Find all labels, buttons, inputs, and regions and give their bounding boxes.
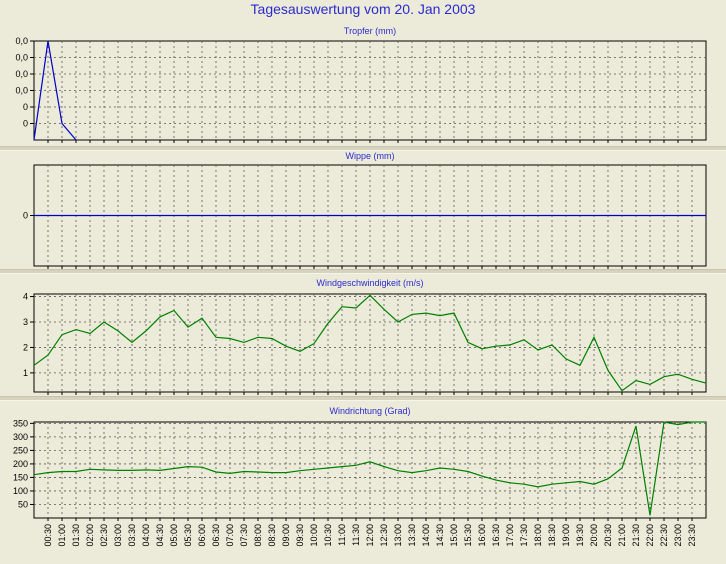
panel-separator [0,396,726,401]
y-tick-label: 200 [13,459,28,469]
x-tick-label: 02:30 [99,524,109,547]
x-tick-label: 16:30 [491,524,501,547]
y-tick-label: 300 [13,432,28,442]
x-tick-label: 20:00 [589,524,599,547]
x-tick-label: 03:00 [113,524,123,547]
x-tick-label: 17:00 [505,524,515,547]
y-tick-label: 0,0 [15,69,28,79]
chart-panel-3: Windgeschwindigkeit (m/s) 4 3 2 1 [23,278,707,395]
chart-title: Wippe (mm) [346,151,395,161]
x-tick-label: 22:30 [659,524,669,547]
chart-panel-2: Wippe (mm) 0 [23,151,707,269]
series-line [33,421,706,516]
x-tick-label: 12:30 [379,524,389,547]
y-tick-label: 1 [23,368,28,378]
x-tick-label: 11:30 [351,524,361,546]
x-tick-label: 13:00 [393,524,403,547]
chart-title: Windrichtung (Grad) [329,406,410,416]
x-tick-label: 01:30 [71,524,81,547]
x-tick-label: 07:30 [239,524,249,547]
y-tick-label: 0,0 [15,36,28,46]
x-tick-label: 04:00 [141,524,151,547]
chart-title: Windgeschwindigkeit (m/s) [316,278,423,288]
x-tick-label: 13:30 [407,524,417,547]
x-tick-label: 00:30 [43,524,53,547]
y-tick-label: 0,0 [15,53,28,63]
series-line [33,294,707,392]
x-tick-label: 14:30 [435,524,445,547]
x-tick-label: 15:00 [449,524,459,547]
x-tick-label: 10:00 [309,524,319,547]
x-tick-label: 18:30 [547,524,557,547]
x-tick-label: 21:30 [631,524,641,547]
x-tick-label: 17:30 [519,524,529,547]
x-tick-label: 09:30 [295,524,305,547]
x-tick-label: 07:00 [225,524,235,547]
x-tick-label: 11:00 [337,524,347,546]
panel-separator [0,269,726,274]
series-line [33,40,77,141]
x-tick-label: 06:00 [197,524,207,547]
page-title: Tagesauswertung vom 20. Jan 2003 [250,1,476,17]
x-tick-label: 09:00 [281,524,291,547]
y-tick-label: 250 [13,445,28,455]
y-tick-label: 0,0 [15,86,28,96]
x-tick-label: 06:30 [211,524,221,547]
x-tick-label: 15:30 [463,524,473,547]
y-tick-label: 350 [13,418,28,428]
x-tick-label: 08:30 [267,524,277,547]
x-tick-label: 10:30 [323,524,333,547]
x-tick-label: 03:30 [127,524,137,547]
x-tick-label: 01:00 [57,524,67,547]
plot-area [33,293,707,393]
y-tick-label: 100 [13,486,28,496]
x-tick-label: 14:00 [421,524,431,547]
x-tick-label: 19:30 [575,524,585,547]
x-tick-label: 05:30 [183,524,193,547]
x-tick-label: 16:00 [477,524,487,547]
y-tick-label: 50 [18,499,28,509]
chart-panel-1: Tropfer (mm) 0,0 0,0 0,0 0,0 0 0 [15,26,707,143]
y-tick-label: 0 [23,102,28,112]
x-tick-label: 20:30 [603,524,613,547]
y-tick-label: 150 [13,472,28,482]
panel-separator [0,146,726,151]
y-tick-label: 2 [23,342,28,352]
y-tick-label: 3 [23,317,28,327]
x-tick-label: 23:30 [687,524,697,547]
x-tick-label: 05:00 [169,524,179,547]
x-tick-label: 23:00 [673,524,683,547]
y-tick-label: 0 [23,119,28,129]
y-tick-label: 0 [23,211,28,221]
x-tick-label: 12:00 [365,524,375,547]
x-tick-label: 04:30 [155,524,165,547]
x-tick-label: 22:00 [645,524,655,547]
x-tick-label: 02:00 [85,524,95,547]
x-tick-label: 18:00 [533,524,543,547]
x-tick-label: 21:00 [617,524,627,547]
x-tick-label: 08:00 [253,524,263,547]
chart-panel-4: Windrichtung (Grad) 350 300 250 200 150 100 50 [13,406,707,521]
chart-title: Tropfer (mm) [344,26,396,36]
x-tick-label: 19:00 [561,524,571,547]
y-tick-label: 4 [23,292,28,302]
